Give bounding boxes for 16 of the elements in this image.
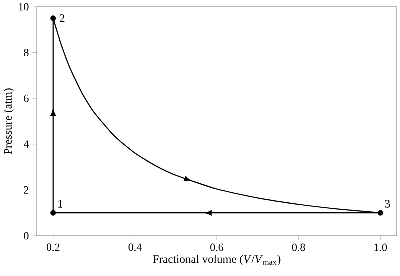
x-tick-label: 0.4 (128, 244, 142, 252)
annotation: 3 (385, 200, 390, 208)
x-tick-label: 0.6 (210, 244, 224, 252)
y-tick-label: 8 (24, 49, 29, 57)
x-axis-title: Fractional volume (V/V$_{max}$) (153, 255, 281, 266)
y-axis-title: Pressure (atm) (4, 88, 14, 155)
annotation: 1 (58, 200, 63, 208)
x-tick-label: 0.2 (46, 244, 60, 252)
y-tick-label: 10 (19, 3, 29, 11)
y-tick-label: 2 (24, 186, 29, 194)
x-tick-label: 1.0 (374, 244, 388, 252)
y-tick-label: 4 (24, 140, 30, 148)
y-tick-label: 0 (24, 232, 29, 240)
y-tick-label: 6 (24, 94, 29, 102)
annotation: 2 (60, 14, 65, 22)
x-tick-label: 0.8 (292, 244, 306, 252)
